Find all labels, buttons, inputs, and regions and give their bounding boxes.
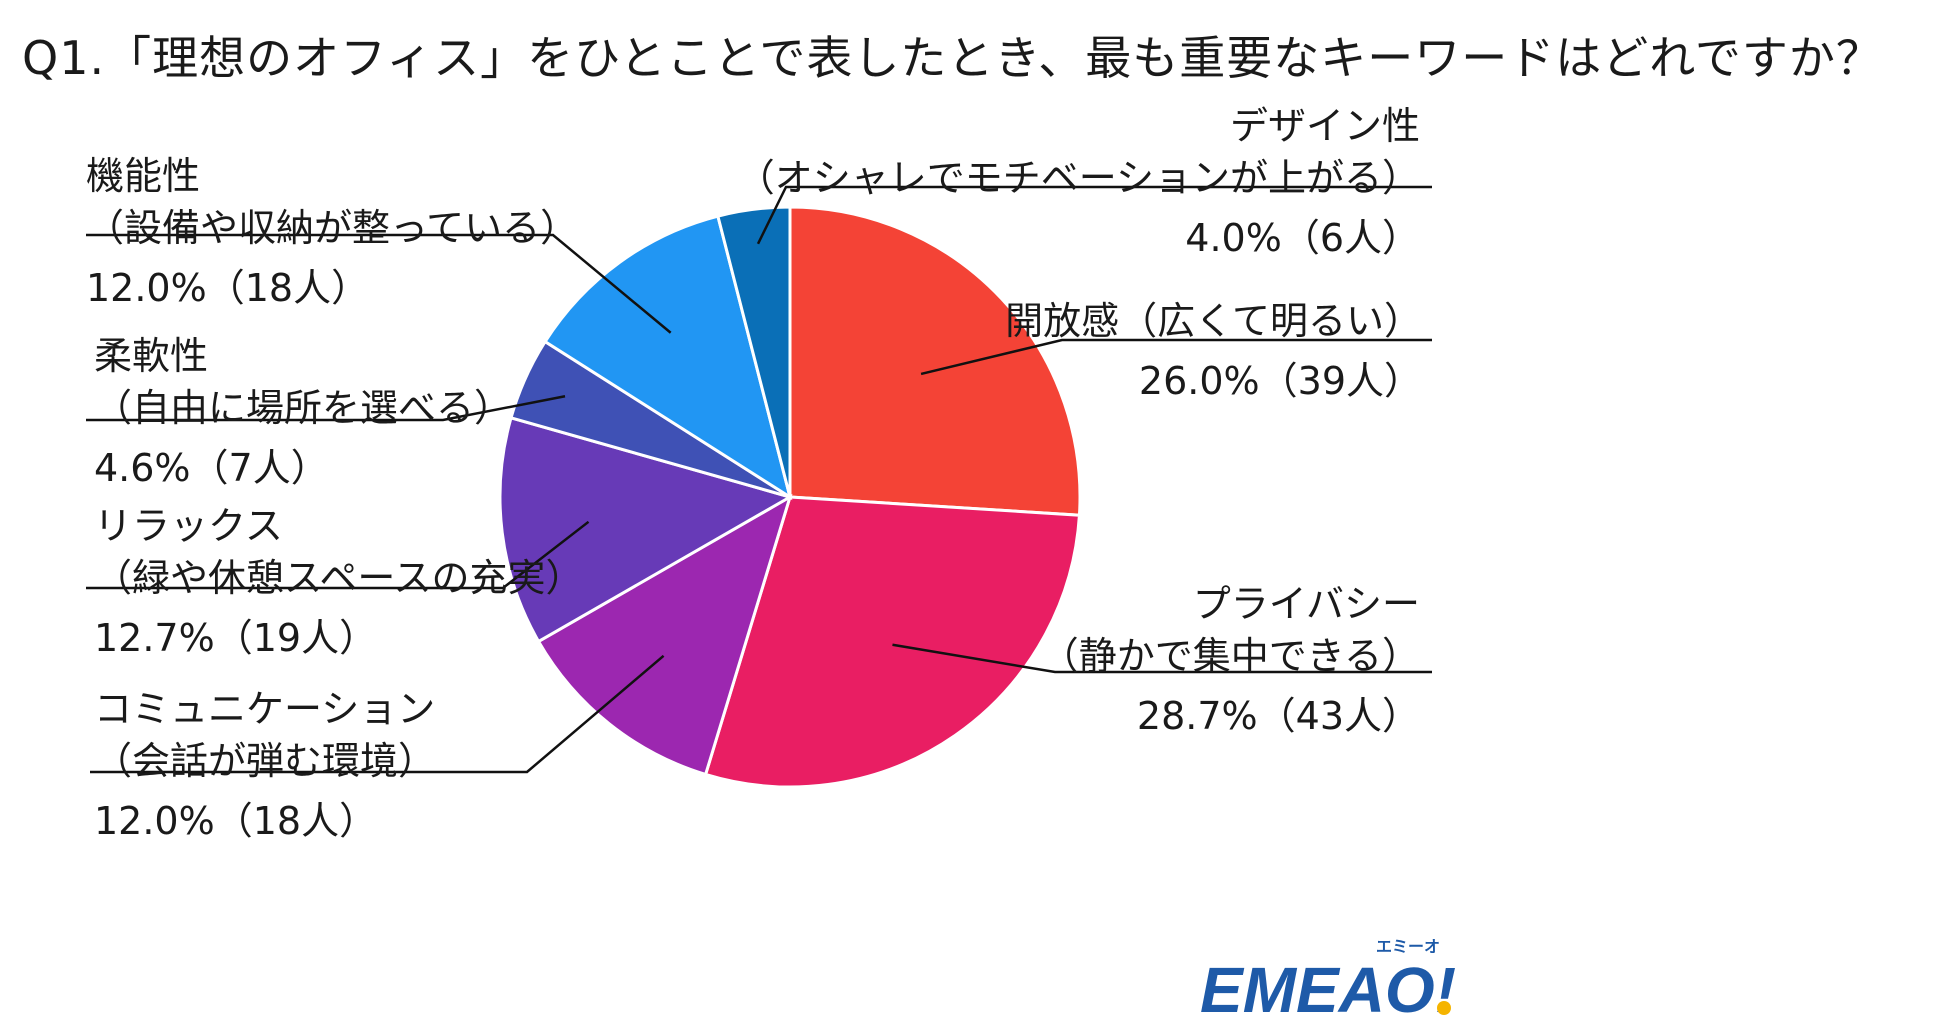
- slice-label-subtitle: （オシャレでモチベーションが上がる）: [736, 156, 1420, 200]
- slice-label-name: 機能性: [86, 154, 201, 198]
- logo-accent-dot: [1437, 1001, 1451, 1015]
- slice-value-label: 12.7%（19人）: [94, 616, 378, 660]
- slice-label: プライバシー （静かで集中できる） 28.7%（43人）: [1041, 578, 1420, 742]
- slice-value-label: 26.0%（39人）: [1138, 359, 1422, 403]
- leader-line: [86, 520, 590, 590]
- slice-label: 機能性 （設備や収納が整っている） 12.0%（18人）: [86, 150, 578, 314]
- pie-slice: [536, 493, 793, 777]
- pie-slice: [703, 495, 1082, 789]
- slice-label: リラックス （緑や休憩スペースの充実） 12.7%（19人）: [94, 500, 583, 664]
- leader-line: [892, 643, 1432, 674]
- emeao-logo: エミーオ EMEAO!: [1200, 938, 1456, 1020]
- slice-label-name: デザイン性: [1229, 104, 1420, 148]
- slice-value-label: 12.0%（18人）: [94, 799, 378, 843]
- pie-slice: [498, 415, 794, 644]
- slice-label: コミュニケーション （会話が弾む環境） 12.0%（18人）: [94, 683, 436, 847]
- slice-label-subtitle: （緑や休憩スペースの充実）: [94, 556, 584, 600]
- slice-value-label: 4.0%（6人）: [1185, 216, 1420, 260]
- slice-label-name: 柔軟性: [94, 334, 209, 378]
- leader-line: [90, 654, 665, 774]
- slice-label-name: プライバシー: [1192, 582, 1420, 626]
- pie-slice: [543, 214, 793, 501]
- leader-lines: [86, 185, 1432, 774]
- logo-text: EMEAO!: [1200, 954, 1456, 1020]
- slice-label-name: コミュニケーション: [94, 687, 436, 731]
- leader-line: [86, 233, 672, 334]
- slice-value-label: 4.6%（7人）: [94, 446, 329, 490]
- slice-value-label: 12.0%（18人）: [86, 266, 370, 310]
- chart-title: Q1.「理想のオフィス」をひとことで表したとき、最も重要なキーワードはどれですか…: [22, 31, 1883, 85]
- slice-label: デザイン性 （オシャレでモチベーションが上がる） 4.0%（6人）: [737, 100, 1420, 264]
- slice-label: 柔軟性 （自由に場所を選べる） 4.6%（7人）: [94, 330, 512, 494]
- slice-label-subtitle: （静かで集中できる）: [1040, 634, 1420, 678]
- slice-label-subtitle: （自由に場所を選べる）: [94, 386, 513, 430]
- slice-label-subtitle: （会話が弾む環境）: [94, 739, 437, 783]
- slice-label-name: 開放感（広くて明るい）: [1005, 299, 1422, 343]
- pie-slice: [788, 205, 1082, 517]
- slice-value-label: 28.7%（43人）: [1136, 694, 1420, 738]
- leader-line: [756, 185, 1432, 245]
- leader-line: [86, 395, 566, 422]
- slice-label-name: リラックス: [94, 504, 283, 548]
- logo-ruby: エミーオ: [1376, 938, 1440, 956]
- slice-label-subtitle: （設備や収納が整っている）: [86, 206, 579, 250]
- pie-slices: [498, 205, 1082, 789]
- slice-label: 開放感（広くて明るい） 26.0%（39人）: [1005, 295, 1422, 407]
- leader-line: [920, 338, 1432, 376]
- pie-slice: [716, 205, 792, 498]
